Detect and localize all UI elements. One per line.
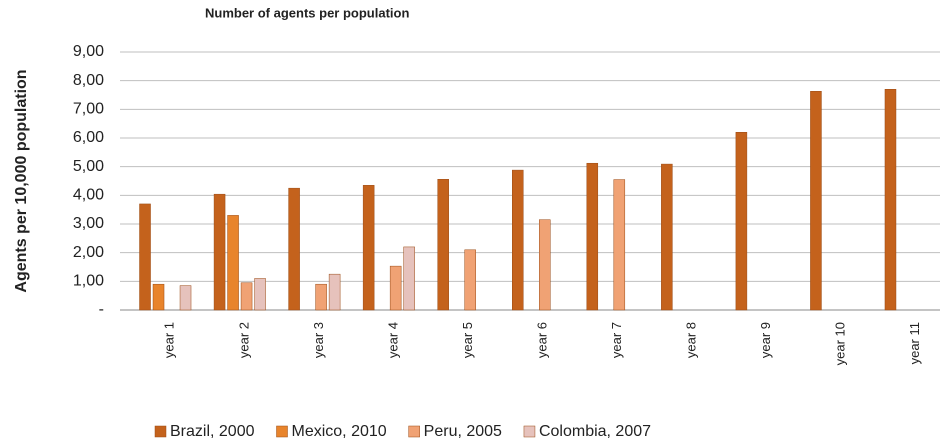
bar [512,169,524,311]
y-tick-label: 9,00 [73,43,104,60]
bar [139,203,151,311]
x-tick-label: year 10 [833,322,848,365]
bar [810,91,822,311]
y-axis-title: Agents per 10,000 population [13,69,30,292]
x-tick-label: year 1 [162,322,177,358]
bar [613,179,626,311]
bar [328,273,341,311]
y-tick-label: 4,00 [73,187,104,204]
bar [661,163,673,311]
bar [288,187,300,311]
y-tick-label: 6,00 [73,129,104,146]
y-tick-label: 5,00 [73,158,104,175]
x-tick-label: year 8 [684,322,699,358]
x-tick-label: year 6 [534,322,549,358]
legend-label: Brazil, 2000 [170,423,255,440]
legend-swatch [408,425,420,438]
y-tick-label: 3,00 [73,215,104,232]
bar [362,185,375,311]
bar [179,285,192,311]
bar [884,89,897,311]
chart-title: Number of agents per population [205,5,409,20]
bar [213,193,226,311]
legend-label: Mexico, 2010 [292,423,387,440]
y-tick-label: 8,00 [73,72,104,89]
legend-label: Peru, 2005 [424,423,502,440]
bar [403,246,415,311]
legend-label: Colombia, 2007 [539,423,651,440]
x-tick-label: year 5 [460,322,475,358]
bar [464,249,476,311]
y-tick-label: 7,00 [73,101,104,118]
bar [735,132,748,311]
bar [254,278,266,311]
bar [240,282,253,311]
legend-swatch [276,425,288,438]
y-tick-label: 2,00 [73,244,104,261]
bar [227,215,239,311]
y-tick-label: - [99,301,104,318]
bar [437,179,449,311]
x-tick-label: year 2 [236,322,251,358]
y-tick-label: 1,00 [73,273,104,290]
bar [152,283,165,311]
x-tick-label: year 3 [311,322,326,358]
bar [586,162,599,311]
x-tick-label: year 7 [609,322,624,358]
legend-swatch [523,425,536,438]
x-tick-label: year 9 [758,322,773,358]
x-tick-label: year 11 [907,322,922,364]
x-tick-label: year 4 [385,322,400,358]
bar [389,265,402,311]
legend-swatch [154,425,167,438]
bar [539,219,551,311]
bar [315,283,327,311]
